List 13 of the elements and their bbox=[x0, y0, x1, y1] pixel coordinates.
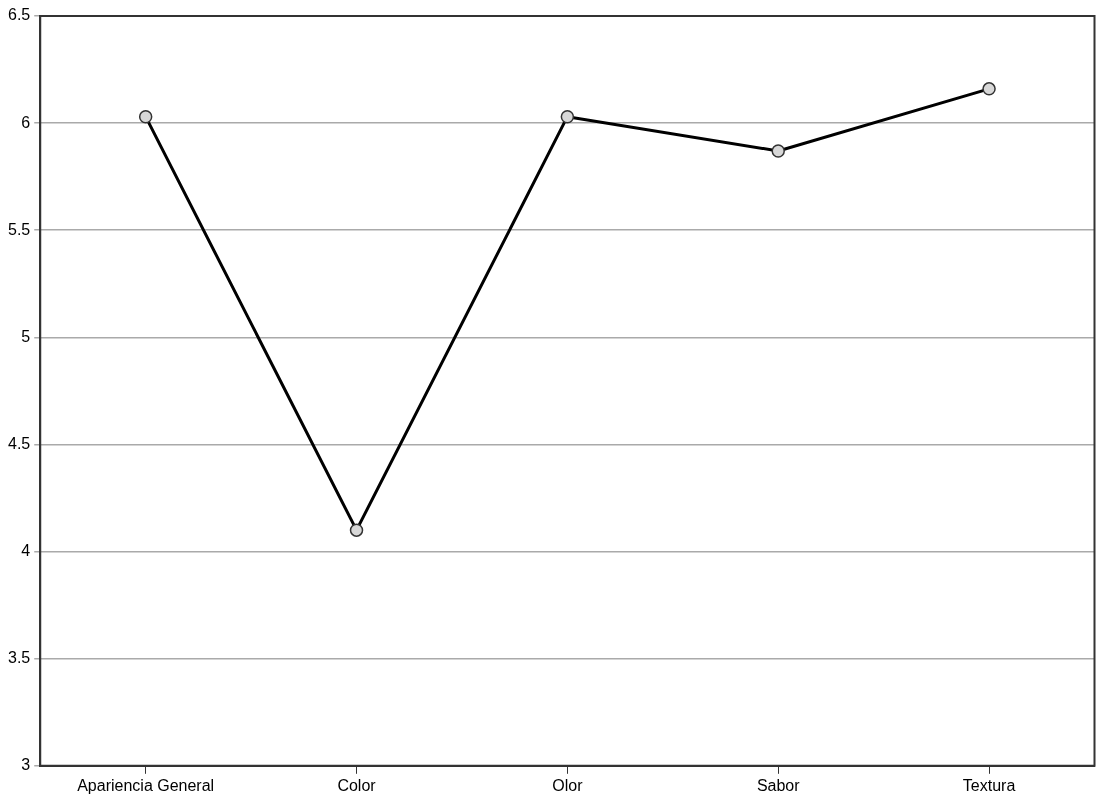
y-tick-label: 5.5 bbox=[7, 220, 31, 238]
x-tick-label: Olor bbox=[552, 776, 584, 794]
y-tick-label: 4 bbox=[21, 541, 31, 559]
y-tick-label: 3 bbox=[21, 756, 31, 774]
x-tick-label: Textura bbox=[962, 776, 1016, 794]
y-tick-label: 6.5 bbox=[7, 6, 31, 24]
y-tick-label: 5 bbox=[21, 327, 31, 345]
y-tick-label: 4.5 bbox=[7, 434, 31, 452]
x-tick-label: Sabor bbox=[756, 776, 801, 794]
x-tick-label: Color bbox=[337, 776, 377, 794]
x-tick-label: Apariencia General bbox=[77, 776, 215, 794]
y-tick-label: 6 bbox=[21, 113, 31, 131]
y-tick-label: 3.5 bbox=[7, 649, 31, 667]
